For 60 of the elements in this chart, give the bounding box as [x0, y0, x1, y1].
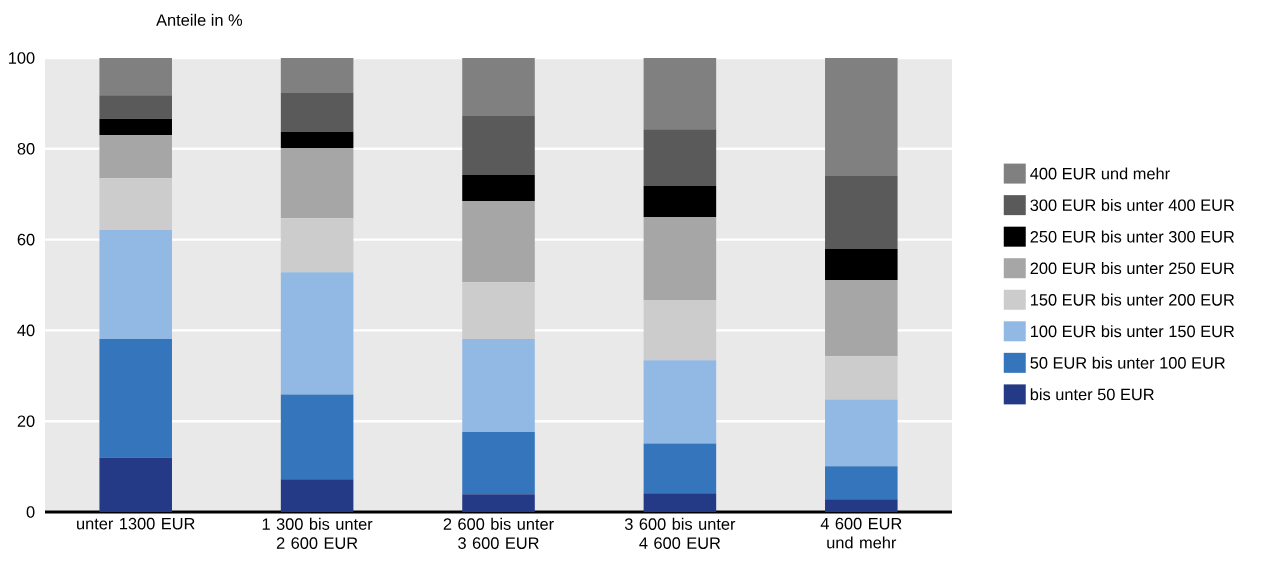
bar [462, 339, 535, 433]
bar [643, 443, 717, 494]
legend-label: 50 EUR bis unter 100 EUR [1030, 356, 1225, 369]
bar [643, 129, 717, 187]
bar [643, 57, 717, 130]
bar [99, 95, 172, 119]
bar [462, 57, 535, 117]
bar [825, 249, 898, 280]
bar [825, 356, 898, 400]
bar [280, 57, 354, 93]
x-tick-label: unter 1300 EUR [77, 517, 195, 530]
legend-label: bis unter 50 EUR [1030, 388, 1154, 401]
bar [462, 116, 535, 176]
bar [99, 339, 172, 458]
bar [825, 399, 898, 467]
bar [462, 175, 535, 201]
bar [643, 299, 717, 361]
y-axis-title: Anteile in % [156, 13, 243, 26]
bar [825, 57, 898, 177]
x-tick-label: 4 600 EUR und mehr [820, 517, 902, 549]
legend-label: 300 EUR bis unter 400 EUR [1030, 198, 1235, 211]
y-tick-label: 100 [9, 52, 35, 64]
bar [99, 178, 172, 231]
bar [280, 394, 354, 480]
bar [280, 92, 354, 132]
y-tick-label: 0 [26, 506, 35, 518]
bar [462, 432, 535, 495]
bar [280, 218, 354, 273]
bar [643, 186, 717, 217]
y-tick-label: 60 [17, 233, 35, 246]
y-tick-label: 40 [17, 324, 35, 337]
bar [99, 230, 172, 340]
bar [280, 147, 354, 219]
y-tick-label: 80 [17, 142, 35, 155]
bar [99, 118, 172, 136]
legend-label: 150 EUR bis unter 200 EUR [1031, 293, 1235, 306]
bar [99, 135, 172, 179]
legend-label: 200 EUR bis unter 250 EUR [1030, 262, 1235, 275]
bar [280, 272, 354, 395]
legend-label: 250 EUR bis unter 300 EUR [1030, 230, 1235, 243]
bar [825, 176, 898, 250]
bar [99, 57, 172, 96]
bar [462, 282, 535, 340]
legend-label: 400 EUR und mehr [1030, 167, 1170, 180]
legend-label: 100 EUR bis unter 150 EUR [1031, 325, 1235, 338]
bar [99, 457, 172, 512]
x-tick-label: 3 600 bis unter 4 600 EUR [624, 517, 736, 549]
bar [280, 131, 354, 148]
y-tick-label: 20 [17, 415, 35, 427]
bar [643, 493, 717, 512]
bar [825, 499, 898, 512]
bar [462, 494, 535, 512]
bar [825, 279, 898, 357]
bar [825, 466, 898, 500]
bar [643, 216, 717, 300]
x-tick-label: 1 300 bis unter 2 600 EUR [262, 517, 373, 549]
bar [643, 360, 717, 444]
x-tick-label: 2 600 bis unter 3 600 EUR [443, 517, 554, 549]
bar [462, 201, 535, 283]
bar [280, 479, 354, 512]
